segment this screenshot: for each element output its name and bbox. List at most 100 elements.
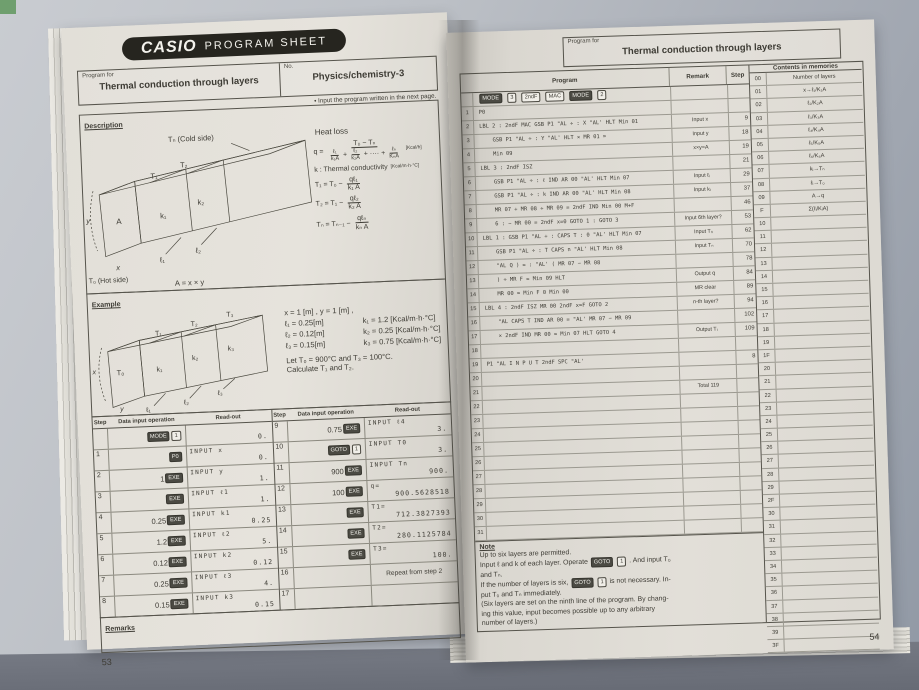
line-number: 21	[470, 387, 483, 401]
readout-cell: INPUT ℓ4 3.	[365, 414, 452, 438]
conductivity-value: k₃ = 0.75 [Kcal/m·h·°C]	[363, 334, 442, 347]
readout-line2: 1.	[259, 474, 270, 483]
step-count-cell: 37	[730, 182, 753, 197]
step-count-cell: 84	[732, 266, 756, 281]
q-den-f3d: KₙA	[389, 153, 400, 160]
example-values: x = 1 [m] , y = 1 [m] , ℓ₁ = 0.25[m] k₁ =…	[284, 297, 450, 408]
line-number: 25	[472, 443, 485, 457]
op-text: 0.75	[327, 424, 343, 435]
readout-line2: 900.5628518	[395, 487, 451, 498]
op-text: chang-	[647, 595, 669, 604]
heat-loss-label: Heat loss	[314, 126, 349, 137]
remark-cell	[681, 435, 739, 451]
operation-cell: 1.2 EXE	[112, 530, 191, 554]
t2-lhs: T₂ = T₁ −	[315, 199, 344, 208]
step-count-cell: 53	[730, 210, 754, 225]
t2-equation: T₂ = T₁ − qℓ₂ k₂ A	[315, 192, 440, 212]
t1-equation: T₁ = T₀ − qℓ₁ k₁ A	[315, 173, 440, 193]
op-text: on	[538, 599, 547, 607]
memory-number: 05	[751, 138, 770, 152]
ex-label-l1: ℓ₁	[145, 407, 152, 414]
q-equation: q = T₀ − Tₙ ℓ₁ k₁A + ℓ₂ k₂A + ···· + ℓₙ KₙA	[313, 136, 438, 163]
op-text: layers	[508, 551, 527, 559]
key-cap: GOTO	[571, 577, 594, 588]
line-number: 17	[468, 331, 482, 345]
remark-cell: MR clear	[676, 281, 734, 297]
memory-number: 30	[763, 507, 781, 521]
readout-line1: INPUT k1	[191, 509, 231, 519]
op-text: program.	[607, 596, 636, 605]
key-cap: 2	[597, 90, 607, 101]
step-count-cell	[738, 462, 762, 477]
left-page: CASIO PROGRAM SHEET Program for Thermal …	[61, 12, 473, 667]
operation-cell: 0.12 EXE	[113, 551, 192, 575]
readout-line2: 280.1125784	[396, 529, 452, 540]
memory-number: 39	[767, 626, 785, 640]
op-text: Operate	[562, 558, 589, 567]
tn-den: kₙ A	[355, 223, 369, 232]
remark-cell	[682, 491, 741, 507]
memory-number: 13	[755, 257, 773, 271]
line-number: 9	[465, 219, 478, 233]
line-number: 30	[474, 513, 487, 527]
readout-line2: 712.3827393	[395, 508, 451, 519]
ex-label-t3: T₃	[226, 311, 234, 318]
program-for-cell: Program for Thermal conduction through l…	[78, 63, 280, 104]
key-cap: EXE	[166, 493, 184, 505]
col-operation: Data input operation	[118, 416, 175, 425]
length-value: ℓ₂ = 0.12[m]	[284, 328, 325, 340]
operation-cell: 0.15 EXE	[114, 593, 194, 617]
line-number: 18	[469, 345, 482, 359]
step-count-cell	[727, 84, 750, 99]
io-table: Step Data input operation Read-out MODE …	[91, 401, 460, 619]
readout-cell: Repeat from step 2	[371, 561, 458, 585]
op-text: not	[616, 577, 627, 585]
remark-cell: Input Tₙ	[674, 239, 733, 255]
tn-lhs: Tₙ = Tₙ₋₁ −	[316, 219, 351, 229]
readout-cell: INPUT Tn 900.	[366, 456, 453, 480]
op-text: is	[550, 579, 557, 587]
diagram-label-cold: Tₙ (Cold side)	[168, 133, 215, 144]
col-readout: Read-out	[394, 406, 421, 414]
remark-cell: Input 6th layer?	[673, 211, 732, 227]
line-number: 16	[468, 317, 481, 331]
operation-cell: 0.25 EXE	[111, 509, 190, 533]
remark-cell	[681, 463, 740, 479]
diagram-label-y: y	[85, 216, 91, 225]
step-count-cell: 9	[727, 112, 751, 127]
operation-cell: 0.75 EXE	[287, 417, 366, 442]
operation-cell: 100 EXE	[289, 480, 369, 505]
step-count-cell	[736, 392, 760, 407]
step-cell: 1	[93, 449, 110, 471]
length-value: ℓ₁ = 0.25[m]	[284, 317, 324, 329]
step-cell: 4	[96, 512, 113, 534]
key-cap: GOTO	[327, 444, 351, 456]
readout-cell: INPUT k1 0.25	[189, 506, 276, 530]
op-text: of	[506, 619, 513, 627]
readout-cell: INPUT x 0.	[186, 443, 273, 467]
remark-cell: Input kᵢ	[673, 183, 731, 199]
step-count-cell: 78	[732, 252, 755, 267]
readout-cell: T2= 280.1125784	[369, 519, 456, 543]
length-value: ℓ₃ = 0.15[m]	[285, 339, 326, 351]
operation-cell: 900 EXE	[289, 459, 368, 484]
op-text: 100	[331, 487, 345, 497]
op-text: set	[527, 599, 537, 607]
remark-cell	[678, 351, 736, 367]
line-number: 3	[462, 135, 475, 149]
remark-cell	[680, 407, 738, 423]
q-den-f2d: k₂A	[351, 154, 361, 162]
op-text: layers	[494, 600, 514, 608]
line-number: 10	[465, 233, 478, 247]
example-diagram: T₀ T₁ T₂ T₃ k₁ k₂ k₃ ℓ₁ ℓ₂ ℓ₃ x y	[91, 311, 269, 414]
memory-number: 38	[766, 613, 784, 626]
key-cap: EXE	[347, 528, 365, 539]
remark-cell	[680, 421, 738, 437]
q-denominator: ℓ₁ k₁A + ℓ₂ k₂A + ···· + ℓₙ KₙA	[326, 146, 403, 162]
op-text: of	[523, 580, 529, 588]
op-text: to	[608, 606, 615, 614]
readout-line1: INPUT k2	[193, 551, 233, 561]
readout-line1: INPUT Tn	[369, 460, 409, 469]
op-text: By	[637, 596, 646, 604]
